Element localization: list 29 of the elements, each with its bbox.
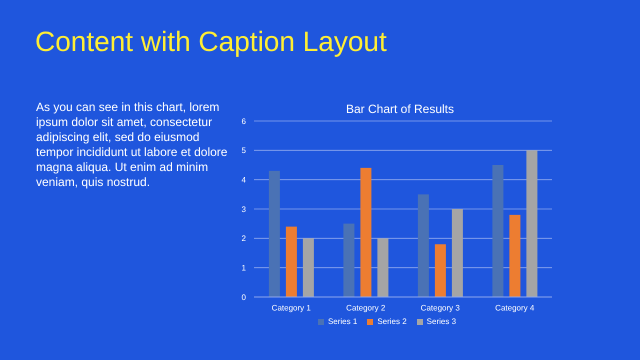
bar <box>492 165 504 297</box>
chart-title: Content with Caption Layout <box>35 26 387 58</box>
y-tick-label: 1 <box>242 264 247 273</box>
chart-subtitle: Bar Chart of Results <box>344 102 456 116</box>
bar <box>509 214 520 297</box>
bar <box>434 244 446 297</box>
x-tick-label: Category 2 <box>346 304 386 313</box>
y-tick-label: 0 <box>242 292 247 302</box>
bar <box>343 224 354 297</box>
y-tick-label: 4 <box>242 176 247 185</box>
bar <box>377 238 388 297</box>
bar <box>268 170 280 297</box>
legend-label: Series 1 <box>328 317 358 326</box>
bar <box>526 150 538 297</box>
legend-label: Series 2 <box>377 317 407 326</box>
x-tick-label: Category 3 <box>420 304 460 313</box>
legend-label: Series 3 <box>426 317 456 326</box>
bar <box>302 238 314 297</box>
y-tick-label: 2 <box>242 234 247 244</box>
bar <box>418 194 429 297</box>
x-tick-label: Category 4 <box>495 304 535 313</box>
bar <box>360 168 372 297</box>
bar <box>452 209 463 297</box>
y-tick-label: 5 <box>242 146 247 156</box>
x-tick-label: Category 1 <box>272 304 312 313</box>
y-tick-label: 6 <box>242 116 247 126</box>
text: As you can see in this chart, lorem ipsum dolor sit amet, consectetur adipiscing elit, sed do eiusmod tempor incididunt ut labore et dolore magna aliqua. Ut enim ad minim veniam, quis nostrud. <box>36 100 228 190</box>
bar <box>286 226 297 297</box>
y-tick-label: 3 <box>242 204 247 214</box>
